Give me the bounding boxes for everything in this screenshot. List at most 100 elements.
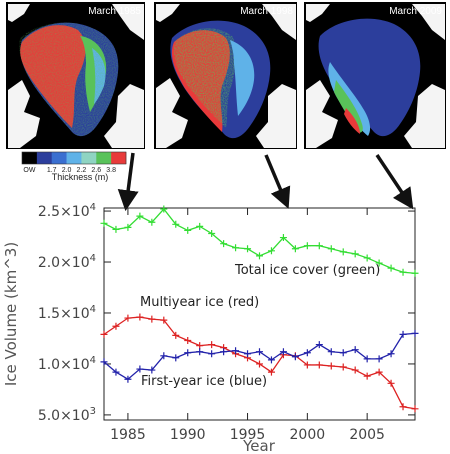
data-point-multiyear xyxy=(411,405,419,413)
data-point-multiyear xyxy=(375,368,383,376)
data-point-multiyear xyxy=(327,362,335,370)
data-point-multiyear xyxy=(351,366,359,374)
x-tick-label: 1990 xyxy=(170,427,206,443)
colorbar-swatch xyxy=(22,152,38,164)
annotation-layer: Total ice cover (green) Multiyear ice (re… xyxy=(140,263,380,389)
data-point-total xyxy=(160,205,168,213)
data-point-total xyxy=(279,234,287,242)
data-point-total xyxy=(303,242,311,250)
data-point-total xyxy=(363,254,371,262)
data-point-firstyear xyxy=(172,354,180,362)
x-tick-label: 1985 xyxy=(110,427,146,443)
colorbar-swatch xyxy=(81,152,97,164)
data-point-firstyear xyxy=(339,349,347,357)
data-point-total xyxy=(124,223,132,231)
x-axis-title: Year xyxy=(242,437,276,454)
data-point-multiyear xyxy=(124,314,132,322)
colorbar-swatch xyxy=(111,152,127,164)
series-layer xyxy=(100,205,419,413)
data-point-firstyear xyxy=(208,350,216,358)
data-point-multiyear xyxy=(112,322,120,330)
colorbar-tick-label: 2.2 xyxy=(77,167,87,174)
data-point-firstyear xyxy=(291,353,299,361)
data-point-total xyxy=(148,218,156,226)
data-point-total xyxy=(399,268,407,276)
data-point-total xyxy=(172,220,180,228)
data-point-total xyxy=(196,222,204,230)
data-point-firstyear xyxy=(100,358,108,366)
data-point-firstyear xyxy=(315,341,323,349)
data-point-firstyear xyxy=(375,355,383,363)
data-point-multiyear xyxy=(256,360,263,368)
data-point-multiyear xyxy=(339,363,347,371)
data-point-total xyxy=(208,229,216,237)
data-point-total xyxy=(351,250,359,258)
series-annotation-firstyear: First-year ice (blue) xyxy=(141,374,267,389)
data-point-total xyxy=(220,240,228,248)
data-point-firstyear xyxy=(267,356,275,364)
colorbar-swatch xyxy=(51,152,67,164)
data-point-multiyear xyxy=(363,372,371,380)
data-point-multiyear xyxy=(100,330,108,338)
data-point-firstyear xyxy=(220,348,228,356)
data-point-firstyear xyxy=(327,348,335,356)
data-point-multiyear xyxy=(184,337,192,344)
y-tick-label: 1.0×104 xyxy=(38,355,96,373)
data-point-total xyxy=(100,219,108,227)
arrows xyxy=(117,152,414,212)
series-annotation-total: Total ice cover (green) xyxy=(234,263,380,278)
map-panel-1985: March 1985 xyxy=(6,2,145,149)
data-point-multiyear xyxy=(148,315,156,323)
colorbar-tick-label: 2.6 xyxy=(91,167,101,174)
data-point-firstyear xyxy=(184,349,192,357)
y-tick-label: 2.5×104 xyxy=(38,202,96,220)
arrow-1985 xyxy=(117,152,139,212)
data-point-multiyear xyxy=(315,361,323,369)
data-point-total xyxy=(291,245,299,253)
data-point-firstyear xyxy=(244,350,252,358)
data-point-firstyear xyxy=(363,355,371,363)
data-point-firstyear xyxy=(351,346,359,354)
x-tick-label: 2005 xyxy=(349,427,385,443)
data-point-multiyear xyxy=(208,341,216,349)
data-point-firstyear xyxy=(148,366,156,374)
data-point-firstyear xyxy=(136,365,144,373)
series-annotation-multiyear: Multiyear ice (red) xyxy=(140,295,259,310)
colorbar-title: Thickness (m) xyxy=(52,172,109,182)
data-point-total xyxy=(267,247,275,255)
colorbar-swatch xyxy=(66,152,82,164)
y-axis-title: Ice Volume (km^3) xyxy=(2,242,20,386)
panel-date: March 1998 xyxy=(240,6,293,17)
data-point-total xyxy=(375,259,383,267)
data-point-total xyxy=(411,269,419,277)
data-point-multiyear xyxy=(160,316,168,324)
data-point-firstyear xyxy=(399,330,407,338)
data-point-total xyxy=(387,264,395,272)
data-point-firstyear xyxy=(232,347,240,355)
colorbar-swatch xyxy=(36,152,53,164)
colorbar-swatch xyxy=(96,152,112,164)
colorbar-tick-label: OW xyxy=(23,167,35,174)
data-point-firstyear xyxy=(124,375,132,383)
data-point-multiyear xyxy=(399,403,407,411)
data-point-total xyxy=(136,212,144,220)
data-point-multiyear xyxy=(172,331,180,339)
panel-date: March 1985 xyxy=(88,6,141,17)
data-point-total xyxy=(244,245,252,253)
data-point-firstyear xyxy=(112,368,120,376)
data-point-total xyxy=(112,225,120,233)
map-panel-2009: March 2009 xyxy=(304,2,446,149)
data-point-multiyear xyxy=(136,313,144,321)
panel-date: March 2009 xyxy=(389,6,442,17)
plot-frame xyxy=(103,207,416,421)
y-tick-label: 1.5×104 xyxy=(38,304,96,322)
arrow-2009 xyxy=(375,154,414,210)
colorbar: OW 1.7 2.0 2.2 2.6 3.8 xyxy=(21,151,127,174)
y-tick-label: 2.0×104 xyxy=(38,253,96,271)
colorbar-tick-label: 2.0 xyxy=(62,167,72,174)
data-point-firstyear xyxy=(303,349,311,357)
axis-ticks: 1985 1990 1995 2000 2005 5.0×103 1.0×104 1.5×10… xyxy=(38,202,415,443)
data-point-firstyear xyxy=(411,329,419,337)
y-tick-label: 5.0×103 xyxy=(38,406,96,424)
